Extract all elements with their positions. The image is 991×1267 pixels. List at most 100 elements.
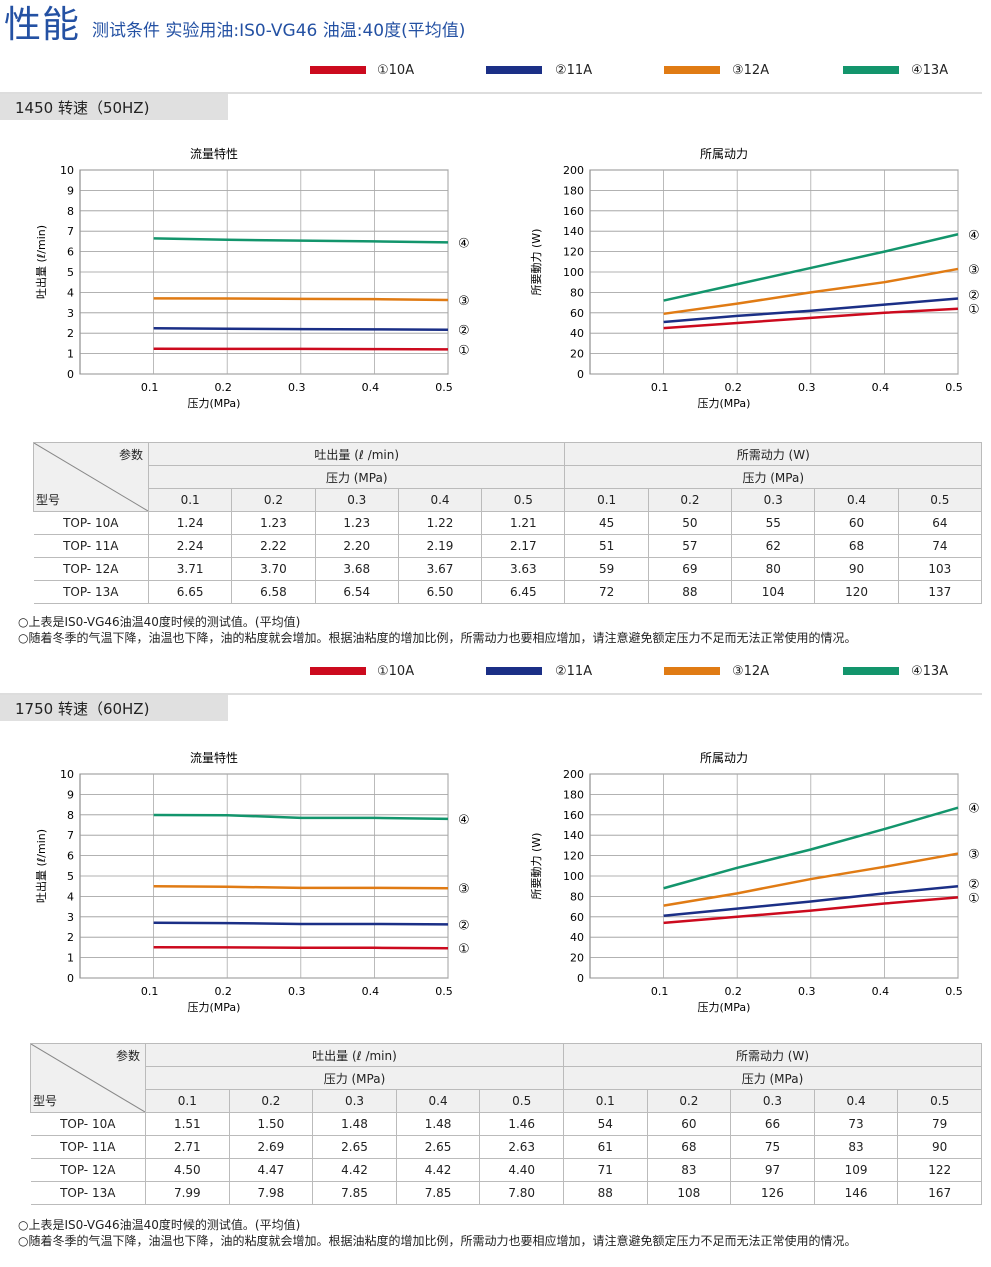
model-cell: TOP- 13A (30, 1181, 146, 1205)
pressure-column-header: 0.5 (479, 1089, 564, 1113)
test-conditions: 测试条件 实验用油:IS0-VG46 油温:40度(平均值) (92, 21, 466, 41)
flow-cell: 1.46 (479, 1112, 564, 1136)
power-cell: 120 (814, 580, 899, 604)
legend-swatch (486, 66, 542, 74)
legend-item-3: ③12A (664, 663, 769, 679)
power-cell: 59 (564, 557, 649, 581)
y-tick-label: 7 (67, 225, 74, 238)
pressure-column-header: 0.1 (562, 1089, 648, 1113)
flow-cell: 7.80 (479, 1181, 564, 1205)
y-tick-label: 140 (563, 829, 584, 842)
flow-header: 吐出量 (ℓ /min) (145, 1043, 564, 1067)
flow-cell: 4.50 (145, 1158, 230, 1182)
legend-swatch (310, 667, 366, 675)
y-tick-label: 6 (67, 850, 74, 863)
model-cell: TOP- 10A (33, 511, 149, 535)
pressure-column-header: 0.2 (646, 1089, 732, 1113)
power-cell: 57 (647, 534, 733, 558)
y-tick-label: 6 (67, 246, 74, 259)
table-row: TOP- 12A 4.50 4.47 4.42 4.42 4.40 71 83 97 109 122 (30, 1158, 982, 1182)
flow-cell: 1.51 (145, 1112, 230, 1136)
line-chart-power: 所属动力 0 20 40 60 80 100 120 140 160 180 200 0.1 0.2 0.3… (529, 751, 980, 1014)
power-cell: 80 (731, 557, 816, 581)
legend-item-2: ②11A (486, 62, 592, 78)
legend-item-2: ②11A (486, 663, 592, 679)
table-row: TOP- 11A 2.71 2.69 2.65 2.65 2.63 61 68 75 83 90 (30, 1135, 982, 1159)
pressure-column-header: 0.4 (814, 488, 899, 512)
x-tick-label: 0.3 (288, 381, 306, 394)
y-tick-label: 40 (570, 327, 584, 340)
legend-item-1: ①10A (310, 62, 414, 78)
power-cell: 62 (731, 534, 816, 558)
legend-label: ①10A (377, 62, 415, 78)
flow-cell: 7.85 (312, 1181, 397, 1205)
legend-label: ②11A (555, 62, 593, 78)
section-60hz: ①10A ②11A ③12A ④13A 1750 转速（60HZ) 流量特性 0 1 2 3 4 5 6… (0, 663, 991, 1266)
legend-label: ③12A (732, 663, 770, 679)
flow-cell: 1.23 (231, 511, 316, 535)
table-row: TOP- 10A 1.24 1.23 1.23 1.22 1.21 45 50 55 60 64 (33, 511, 983, 535)
model-cell: TOP- 12A (30, 1158, 146, 1182)
section-title: 1450 转速（50HZ) (0, 94, 228, 120)
legend-item-4: ④13A (843, 663, 948, 679)
power-cell: 90 (897, 1135, 982, 1159)
power-cell: 71 (562, 1158, 648, 1182)
note-line: ○上表是IS0-VG46油温40度时候的测试值。(平均值) (18, 1218, 301, 1232)
y-tick-label: 80 (570, 286, 584, 299)
y-tick-label: 3 (67, 911, 74, 924)
model-cell: TOP- 11A (30, 1135, 146, 1159)
power-cell: 146 (813, 1181, 899, 1205)
x-tick-label: 0.4 (872, 381, 890, 394)
note-line: ○随着冬季的气温下降，油温也下降，油的粘度就会增加。根据油粘度的增加比例，所需动… (18, 631, 857, 645)
flow-cell: 1.21 (481, 511, 566, 535)
series-line-3 (663, 852, 959, 907)
series-marker-3: ③ (968, 848, 980, 863)
y-tick-label: 0 (577, 972, 584, 985)
flow-cell: 2.20 (314, 534, 399, 558)
pressure-column-header: 0.3 (312, 1089, 397, 1113)
flow-cell: 2.63 (479, 1135, 564, 1159)
legend-swatch (310, 66, 366, 74)
flow-cell: 2.24 (147, 534, 233, 558)
y-tick-label: 160 (563, 809, 584, 822)
x-tick-label: 0.1 (141, 985, 159, 998)
series-marker-1: ① (458, 942, 470, 957)
power-cell: 104 (731, 580, 816, 604)
series-line-4 (153, 813, 449, 821)
pressure-column-header: 0.3 (314, 488, 399, 512)
series-marker-3: ③ (458, 294, 470, 309)
x-tick-label: 0.2 (724, 381, 742, 394)
series-line-2 (663, 884, 959, 918)
x-tick-label: 0.4 (362, 985, 380, 998)
chart-title: 所属动力 (700, 147, 748, 161)
flow-cell: 6.65 (147, 580, 233, 604)
legend-label: ②11A (555, 663, 593, 679)
power-cell: 64 (897, 511, 983, 535)
flow-cell: 3.70 (231, 557, 316, 581)
pressure-header: 压力 (MPa) (564, 465, 982, 489)
table-corner: 参数 型号 (30, 1043, 146, 1113)
series-line-1 (663, 307, 959, 330)
y-axis-label: 吐出量 (ℓ/min) (34, 829, 48, 903)
y-tick-label: 100 (563, 266, 584, 279)
y-tick-label: 1 (67, 952, 74, 965)
power-cell: 108 (646, 1181, 732, 1205)
y-tick-label: 8 (67, 809, 74, 822)
x-tick-label: 0.1 (651, 381, 669, 394)
power-cell: 88 (647, 580, 733, 604)
y-axis-label: 所要動力 (W) (529, 229, 543, 296)
section-divider (0, 693, 982, 695)
power-cell: 73 (813, 1112, 899, 1136)
series-marker-3: ③ (458, 882, 470, 897)
y-tick-label: 60 (570, 307, 584, 320)
line-chart-power: 所属动力 0 20 40 60 80 100 120 140 160 180 200 0.1 0.2 0.3… (529, 147, 980, 410)
flow-cell: 4.42 (395, 1158, 481, 1182)
y-tick-label: 0 (577, 368, 584, 381)
pressure-column-header: 0.4 (395, 1089, 481, 1113)
model-label: 型号 (33, 1094, 58, 1108)
notes: ○上表是IS0-VG46油温40度时候的测试值。(平均值) ○随着冬季的气温下降，… (18, 614, 856, 646)
y-tick-label: 5 (67, 870, 74, 883)
power-cell: 66 (730, 1112, 815, 1136)
y-tick-label: 7 (67, 829, 74, 842)
line-chart-flow: 流量特性 0 1 2 3 4 5 6 7 8 9 10 0.1 0.2 0.3 0.4 0.5 压力(MPa) 吐出… (34, 146, 470, 410)
